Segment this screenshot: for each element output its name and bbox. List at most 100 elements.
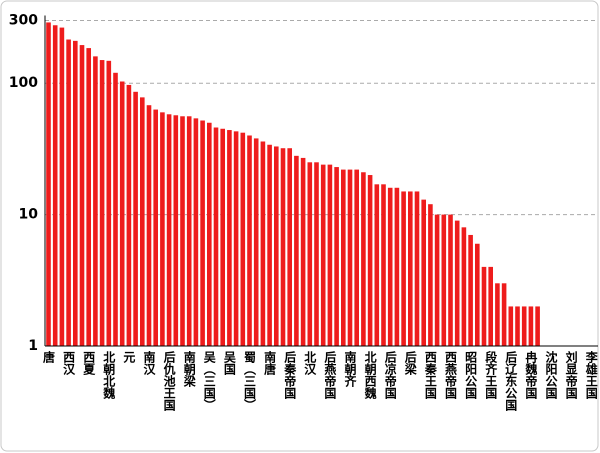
bar bbox=[501, 283, 507, 346]
x-tick-label: 西夏 bbox=[82, 351, 96, 376]
bar bbox=[79, 45, 85, 347]
bar bbox=[280, 148, 286, 346]
bar bbox=[495, 283, 500, 346]
bar bbox=[428, 204, 433, 346]
bar bbox=[454, 220, 460, 346]
x-tick-label: 唐 bbox=[42, 350, 56, 364]
bar bbox=[294, 155, 299, 346]
bar bbox=[193, 118, 199, 347]
bar bbox=[334, 167, 339, 346]
bar bbox=[448, 214, 453, 346]
bar bbox=[354, 169, 359, 346]
x-tick-label: 南朝齐 bbox=[343, 350, 357, 388]
x-tick-label: 南唐 bbox=[263, 350, 277, 376]
x-tick-label: 西汉 bbox=[62, 351, 76, 376]
bar bbox=[267, 144, 272, 346]
x-tick-label: 后辽东公国 bbox=[504, 350, 518, 412]
bar bbox=[374, 184, 380, 346]
bar bbox=[314, 162, 319, 346]
bar bbox=[515, 306, 520, 346]
bar bbox=[73, 40, 78, 346]
bar bbox=[260, 141, 266, 346]
x-tick-label: 元 bbox=[122, 351, 136, 364]
bar bbox=[387, 187, 393, 346]
x-tick-label: 蜀（三国） bbox=[243, 351, 257, 411]
bar bbox=[126, 84, 132, 346]
bar bbox=[481, 266, 487, 346]
x-tick-label: 沈阳公国 bbox=[544, 350, 558, 400]
bar bbox=[367, 175, 373, 346]
bar bbox=[133, 91, 138, 347]
x-tick-label: 西秦王国 bbox=[423, 351, 437, 400]
x-tick-label: 李雄王国 bbox=[584, 350, 598, 400]
bar bbox=[475, 243, 480, 346]
bar bbox=[186, 116, 192, 347]
bar bbox=[320, 164, 326, 346]
bar bbox=[528, 306, 534, 346]
bar bbox=[327, 164, 333, 346]
bar bbox=[180, 116, 185, 347]
bar bbox=[113, 72, 118, 347]
bar bbox=[86, 48, 91, 347]
bar bbox=[207, 122, 212, 347]
bar bbox=[140, 97, 145, 346]
bar bbox=[394, 187, 400, 346]
bar bbox=[381, 184, 386, 346]
x-tick-label: 南汉 bbox=[142, 350, 156, 376]
x-tick-label: 后凉帝国 bbox=[383, 350, 397, 400]
bar bbox=[93, 56, 98, 347]
bar bbox=[146, 105, 152, 346]
x-tick-label: 吴国 bbox=[222, 351, 236, 376]
x-tick-label: 冉魏帝国 bbox=[524, 350, 538, 400]
bar bbox=[99, 60, 105, 347]
bar bbox=[341, 169, 346, 346]
bar bbox=[401, 191, 406, 346]
bar bbox=[66, 39, 71, 346]
x-tick-label: 后燕帝国 bbox=[323, 350, 337, 400]
bar bbox=[46, 22, 51, 347]
x-tick-label: 后梁 bbox=[403, 350, 417, 376]
bar bbox=[153, 109, 158, 346]
bar bbox=[441, 214, 447, 346]
bar bbox=[160, 112, 165, 346]
bar bbox=[52, 25, 58, 347]
x-tick-label: 刘显帝国 bbox=[564, 350, 578, 400]
bar bbox=[220, 128, 225, 346]
bar bbox=[535, 306, 540, 346]
bar bbox=[347, 169, 353, 346]
x-tick-label: 后秦帝国 bbox=[283, 350, 297, 400]
bar bbox=[421, 199, 426, 346]
bar bbox=[361, 172, 366, 346]
x-tick-label: 北朝西魏 bbox=[363, 350, 377, 400]
x-tick-label: 北朝北魏 bbox=[102, 350, 116, 400]
bar bbox=[508, 306, 514, 346]
x-tick-label: 段齐王国 bbox=[484, 350, 498, 400]
bar bbox=[213, 127, 219, 346]
bar bbox=[287, 148, 292, 346]
bar bbox=[233, 131, 239, 346]
bar bbox=[59, 27, 65, 347]
bar bbox=[414, 191, 420, 346]
bar bbox=[253, 138, 259, 346]
x-tick-label: 西燕帝国 bbox=[444, 351, 458, 400]
y-tick-label: 300 bbox=[9, 13, 38, 29]
bar bbox=[106, 60, 112, 347]
bar bbox=[227, 130, 232, 346]
bar bbox=[300, 157, 306, 346]
x-tick-label: 北汉 bbox=[303, 350, 317, 376]
bar bbox=[240, 132, 246, 346]
y-tick-label: 1 bbox=[28, 338, 38, 354]
bar bbox=[521, 306, 527, 346]
bar bbox=[119, 81, 125, 347]
bar bbox=[408, 191, 413, 346]
x-tick-label: 吴（三国） bbox=[202, 351, 216, 411]
bar bbox=[274, 146, 279, 346]
bar bbox=[468, 234, 473, 346]
y-tick-label: 10 bbox=[19, 207, 39, 223]
bar bbox=[166, 114, 172, 346]
x-tick-label: 昭阳公国 bbox=[464, 351, 478, 400]
bar bbox=[461, 227, 467, 346]
bar bbox=[200, 120, 205, 346]
bar bbox=[488, 266, 493, 346]
bar bbox=[247, 135, 252, 346]
